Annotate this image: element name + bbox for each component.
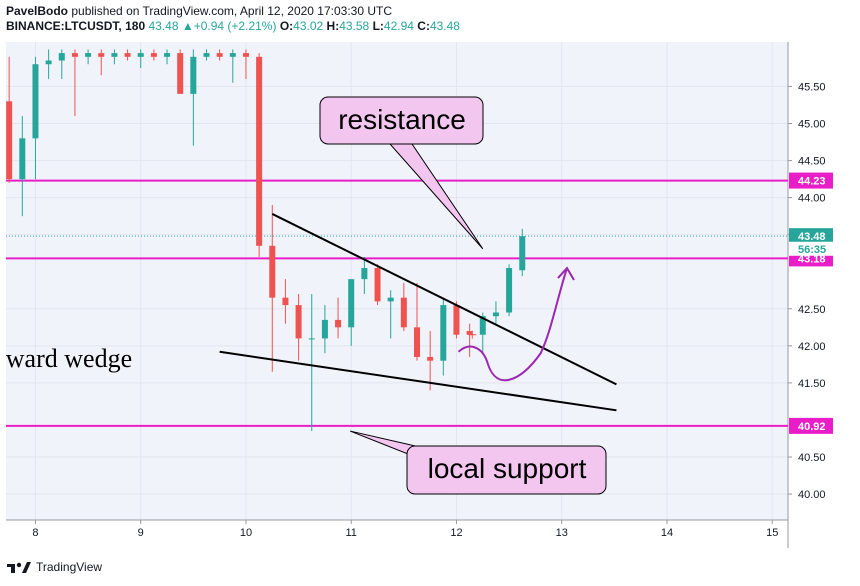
candle-body[interactable] — [479, 316, 486, 335]
candle-body[interactable] — [308, 338, 315, 340]
candle-body[interactable] — [506, 268, 513, 313]
candle-body[interactable] — [282, 297, 289, 306]
change-value: +0.94 (+2.21%) — [193, 19, 277, 33]
candle-body[interactable] — [216, 53, 223, 57]
high-value: 43.58 — [339, 19, 370, 33]
candle-body[interactable] — [203, 53, 210, 57]
last-price: 43.48 — [148, 19, 179, 33]
candle-body[interactable] — [400, 297, 407, 328]
candle-body[interactable] — [6, 101, 13, 180]
candle-body[interactable] — [427, 356, 434, 361]
y-tick-label: 41.50 — [798, 378, 826, 390]
low-value: 42.94 — [383, 19, 414, 33]
x-tick-label: 14 — [661, 527, 673, 539]
candle-body[interactable] — [58, 53, 65, 61]
candle-body[interactable] — [440, 305, 447, 361]
level-price-badge — [789, 172, 833, 189]
candle-body[interactable] — [137, 53, 144, 57]
published-text: published on TradingView.com, April 12, … — [71, 4, 393, 18]
current-price-badge — [789, 228, 833, 245]
y-tick-label: 40.00 — [798, 489, 826, 501]
candle-body[interactable] — [45, 60, 52, 65]
candle-body[interactable] — [71, 53, 78, 57]
low-label: L: — [372, 19, 384, 33]
open-value: 43.02 — [293, 19, 324, 33]
y-tick-label: 42.50 — [798, 304, 826, 316]
close-label: C: — [417, 19, 430, 33]
y-tick-label: 42.00 — [798, 341, 826, 353]
tradingview-logo-icon[interactable] — [6, 560, 32, 574]
candle-body[interactable] — [387, 297, 394, 302]
candle-body[interactable] — [150, 53, 157, 57]
resistance-label: resistance — [338, 104, 466, 135]
candle-body[interactable] — [413, 327, 420, 357]
candle-body[interactable] — [466, 331, 473, 335]
y-tick-label: 44.00 — [798, 193, 826, 205]
candle-body[interactable] — [348, 279, 355, 328]
wedge-label: downward wedge — [0, 344, 132, 373]
projection-arrow[interactable] — [457, 267, 568, 382]
level-price-badge-label: 43.18 — [798, 253, 826, 265]
y-tick-label: 40.50 — [798, 452, 826, 464]
x-tick-label: 13 — [556, 527, 568, 539]
projection-arrowhead — [557, 266, 575, 281]
candle-body[interactable] — [190, 56, 197, 94]
change-arrow-icon: ▲ — [181, 19, 194, 33]
footer: TradingView — [6, 560, 102, 574]
chart-header: PavelBodo published on TradingView.com, … — [6, 4, 460, 34]
publish-line: PavelBodo published on TradingView.com, … — [6, 4, 460, 19]
candle-body[interactable] — [111, 53, 118, 57]
y-tick-label: 44.50 — [798, 156, 826, 168]
x-tick-label: 15 — [766, 527, 778, 539]
support-callout[interactable] — [406, 445, 607, 495]
close-value: 43.48 — [429, 19, 460, 33]
candle-body[interactable] — [519, 236, 526, 271]
candle-body[interactable] — [321, 319, 328, 339]
symbol-line: BINANCE:LTCUSDT, 180 43.48 ▲+0.94 (+2.21… — [6, 19, 460, 34]
author-name[interactable]: PavelBodo — [6, 4, 69, 18]
candle-body[interactable] — [295, 305, 302, 339]
wedge-trendline[interactable] — [219, 350, 617, 412]
candle-body[interactable] — [164, 53, 171, 57]
wedge-trendline[interactable] — [271, 213, 617, 386]
candle-body[interactable] — [242, 53, 249, 57]
level-price-badge — [789, 417, 833, 434]
candle-body[interactable] — [361, 268, 368, 280]
brand-name[interactable]: TradingView — [36, 560, 103, 574]
y-tick-label: 45.50 — [798, 81, 826, 93]
level-price-badge-label: 44.23 — [798, 176, 826, 188]
x-tick-label: 11 — [346, 527, 357, 539]
candle-body[interactable] — [335, 319, 342, 328]
x-tick-label: 12 — [450, 527, 462, 539]
x-tick-label: 10 — [240, 527, 252, 539]
candle-body[interactable] — [453, 305, 460, 335]
candle-body[interactable] — [256, 56, 263, 246]
y-tick-label: 45.00 — [798, 119, 826, 131]
candle-body[interactable] — [98, 53, 105, 57]
candle-body[interactable] — [19, 138, 26, 180]
candle-body[interactable] — [177, 53, 184, 94]
countdown-label: 56:35 — [798, 244, 826, 256]
level-price-badge-label: 40.92 — [798, 421, 826, 433]
x-tick-label: 9 — [138, 527, 144, 539]
symbol-name[interactable]: BINANCE:LTCUSDT, 180 — [6, 19, 146, 33]
candle-body[interactable] — [269, 245, 276, 298]
candle-body[interactable] — [374, 268, 381, 302]
candle-body[interactable] — [85, 53, 92, 57]
candle-body[interactable] — [492, 312, 499, 317]
high-label: H: — [326, 19, 340, 33]
support-label: local support — [428, 453, 587, 484]
x-tick-label: 8 — [32, 527, 38, 539]
resistance-callout[interactable] — [319, 96, 484, 145]
open-label: O: — [279, 19, 294, 33]
candle-body[interactable] — [124, 53, 131, 57]
candle-body[interactable] — [229, 53, 236, 57]
countdown-badge — [789, 241, 833, 256]
current-price-badge-label: 43.48 — [798, 231, 826, 243]
candle-body[interactable] — [32, 64, 39, 139]
